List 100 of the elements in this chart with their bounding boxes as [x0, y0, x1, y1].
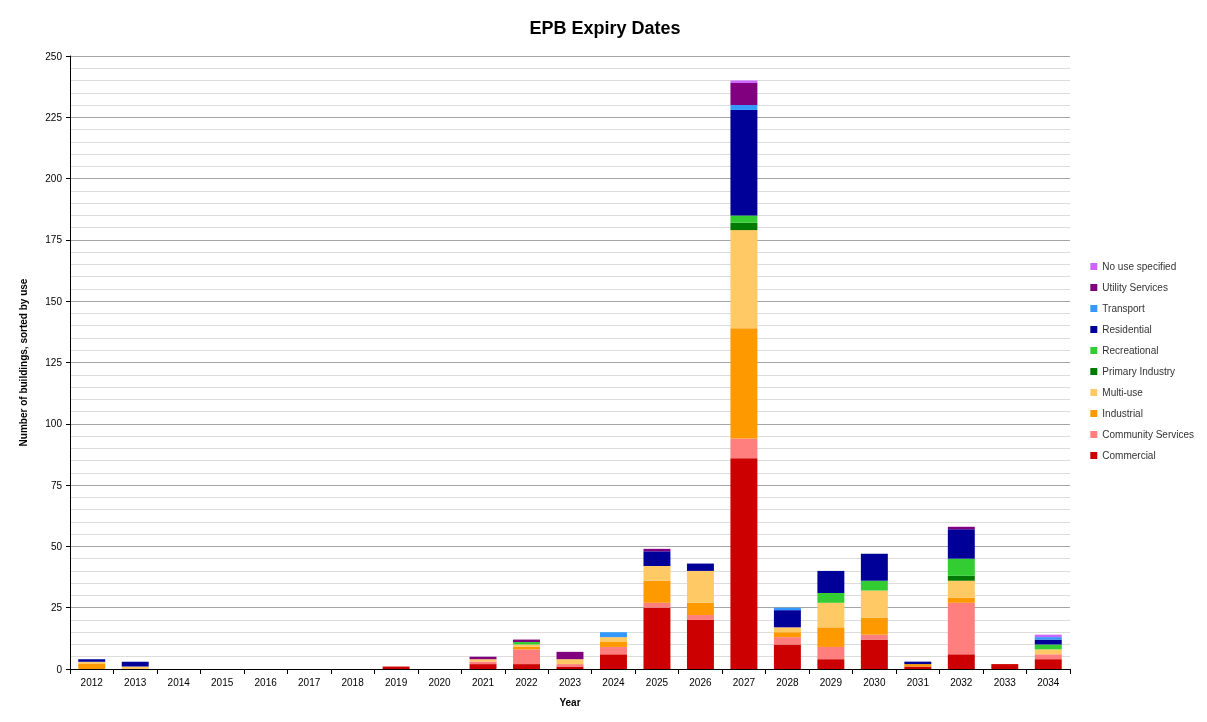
bar: [643, 580, 671, 603]
bar: [947, 529, 975, 559]
bar: [730, 109, 758, 216]
bar: [513, 664, 540, 669]
bar: [860, 580, 888, 591]
bar: [600, 646, 627, 655]
bar: [991, 664, 1019, 669]
x-tick-label: 2014: [167, 676, 191, 688]
bar: [817, 646, 845, 660]
bar: [1034, 654, 1062, 660]
bar: [860, 590, 888, 618]
legend-label: Multi-use: [1102, 387, 1144, 398]
bar: [773, 627, 801, 633]
bar: [947, 580, 975, 598]
bar: [947, 602, 975, 655]
x-tick-label: 2032: [950, 676, 973, 688]
x-tick-label: 2019: [384, 676, 408, 688]
x-tick-label: 2020: [428, 676, 452, 688]
legend-label: Recreational: [1102, 345, 1159, 356]
bar: [773, 632, 801, 638]
bar: [860, 639, 888, 669]
bar: [643, 566, 671, 581]
bar: [773, 610, 801, 628]
bar: [1034, 644, 1062, 650]
bar: [947, 597, 975, 603]
legend-label: Primary Industry: [1102, 366, 1176, 377]
x-tick-label: 2015: [211, 676, 234, 688]
x-tick-label: 2016: [254, 676, 278, 688]
x-tick-label: 2034: [1037, 676, 1060, 688]
bar: [817, 659, 845, 669]
legend-label: Commercial: [1102, 450, 1156, 461]
bar: [817, 570, 845, 593]
bar: [600, 637, 627, 643]
bar: [600, 654, 627, 669]
y-tick-label: 250: [45, 50, 63, 62]
chart-title: EPB Expiry Dates: [529, 18, 681, 38]
x-tick-label: 2027: [732, 676, 756, 688]
bar: [860, 634, 888, 640]
bar: [121, 661, 149, 667]
bar: [686, 619, 714, 669]
y-tick-label: 150: [45, 295, 63, 307]
bar: [469, 664, 497, 669]
x-tick-label: 2031: [906, 676, 930, 688]
x-tick-label: 2033: [993, 676, 1017, 688]
x-tick-label: 2012: [80, 676, 104, 688]
bar: [817, 627, 845, 647]
y-tick-label: 75: [50, 479, 63, 491]
y-tick-label: 0: [56, 663, 63, 675]
bar: [730, 458, 758, 669]
legend-label: No use specified: [1102, 261, 1177, 272]
y-tick-label: 225: [45, 111, 63, 123]
bar: [1034, 659, 1062, 669]
bar: [947, 558, 975, 576]
bar: [686, 615, 714, 620]
bar: [860, 617, 888, 635]
bar: [686, 602, 714, 616]
bar: [643, 551, 671, 567]
x-tick-label: 2029: [819, 676, 843, 688]
bar: [947, 575, 975, 581]
x-tick-label: 2023: [558, 676, 582, 688]
bar: [773, 637, 801, 645]
x-tick-label: 2030: [863, 676, 886, 688]
x-tick-label: 2021: [471, 676, 495, 688]
y-axis-title: Number of buildings, sorted by use: [17, 278, 29, 447]
x-tick-label: 2013: [124, 676, 147, 688]
y-tick-label: 125: [45, 357, 63, 368]
bar: [686, 570, 714, 603]
x-axis-title: Year: [559, 696, 581, 708]
x-tick-label: 2026: [689, 676, 712, 688]
bar: [600, 642, 627, 647]
bar: [730, 222, 758, 231]
x-tick-label: 2017: [298, 676, 321, 688]
legend-label: Industrial: [1102, 408, 1143, 419]
bar: [556, 651, 584, 660]
legend-label: Transport: [1102, 303, 1145, 314]
bar: [643, 602, 671, 608]
y-tick-label: 175: [45, 234, 63, 246]
bar: [730, 438, 758, 459]
bar: [1034, 649, 1062, 655]
y-tick-label: 200: [45, 173, 63, 185]
bar: [730, 82, 758, 106]
y-tick-label: 100: [45, 418, 63, 430]
bar: [730, 105, 758, 110]
bar: [730, 230, 758, 329]
bar: [817, 602, 845, 628]
bar: [513, 649, 540, 665]
x-tick-label: 2028: [776, 676, 799, 688]
bar: [643, 607, 671, 669]
y-tick-label: 25: [50, 602, 63, 614]
bar: [600, 632, 627, 638]
bar: [78, 664, 106, 669]
bar: [730, 328, 758, 439]
legend-label: Residential: [1102, 324, 1152, 335]
x-tick-label: 2024: [602, 676, 626, 688]
bar: [947, 654, 975, 669]
bar: [730, 215, 758, 223]
bar: [860, 553, 888, 581]
y-tick-label: 50: [50, 540, 63, 552]
x-tick-label: 2018: [341, 676, 365, 688]
bar: [686, 563, 714, 571]
